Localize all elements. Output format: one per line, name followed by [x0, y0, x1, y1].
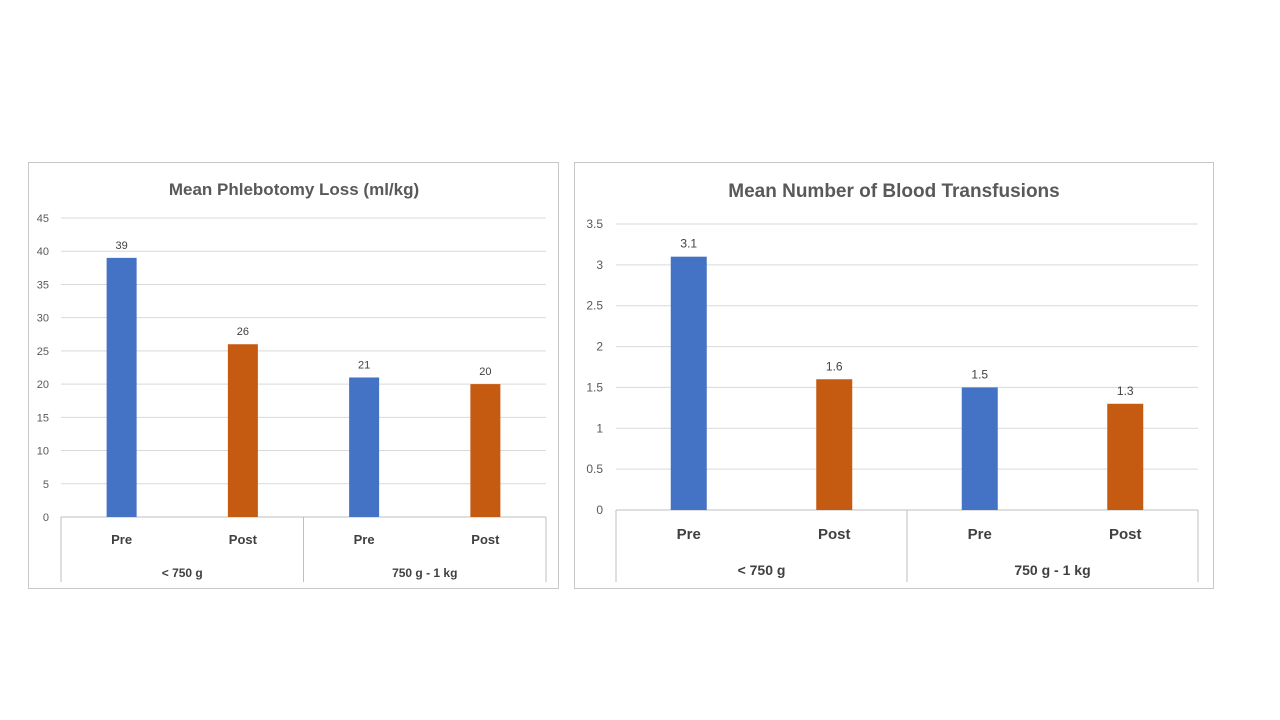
category-label: Pre [354, 532, 375, 547]
data-label: 1.5 [971, 367, 988, 381]
group-label: 750 g - 1 kg [1014, 562, 1090, 578]
group-label: < 750 g [738, 562, 786, 578]
category-label: Post [471, 532, 500, 547]
y-tick-label: 0 [43, 512, 49, 524]
data-label: 26 [237, 326, 249, 338]
data-label: 3.1 [680, 237, 697, 251]
y-tick-label: 1 [596, 421, 603, 435]
bar-post [470, 384, 501, 517]
y-tick-label: 0 [596, 503, 603, 517]
y-tick-label: 3.5 [586, 217, 603, 231]
y-tick-label: 45 [37, 213, 49, 225]
y-tick-label: 20 [37, 379, 49, 391]
category-label: Post [229, 532, 258, 547]
bar-post [1107, 403, 1144, 510]
data-label: 1.3 [1117, 384, 1134, 398]
y-tick-label: 2 [596, 340, 603, 354]
bar-pre [106, 257, 137, 517]
y-tick-label: 2.5 [586, 299, 603, 313]
bar-pre [961, 387, 998, 510]
bar-pre [349, 377, 380, 517]
category-label: Post [818, 526, 851, 543]
category-label: Post [1109, 526, 1142, 543]
y-tick-label: 25 [37, 346, 49, 358]
chart-title: Mean Number of Blood Transfusions [728, 181, 1059, 202]
data-label: 1.6 [826, 359, 843, 373]
category-label: Pre [111, 532, 132, 547]
y-tick-label: 1.5 [586, 380, 603, 394]
y-tick-label: 3 [596, 258, 603, 272]
y-tick-label: 10 [37, 446, 49, 458]
category-label: Pre [677, 526, 701, 543]
bar-pre [670, 256, 707, 510]
y-tick-label: 5 [43, 479, 49, 491]
data-label: 20 [479, 366, 491, 378]
phlebotomy-loss-chart-svg: Mean Phlebotomy Loss (ml/kg) 0 5 10 15 20 25 3… [37, 180, 547, 582]
blood-transfusions-chart: Mean Number of Blood Transfusions 0 0.5 1 1… [574, 162, 1214, 589]
group-label: 750 g - 1 kg [392, 566, 457, 580]
group-label: < 750 g [162, 566, 203, 580]
blood-transfusions-chart-svg: Mean Number of Blood Transfusions 0 0.5 1 1… [586, 181, 1199, 582]
bar-post [227, 344, 258, 517]
y-tick-label: 30 [37, 313, 49, 325]
y-tick-label: 35 [37, 279, 49, 291]
data-label: 39 [116, 240, 128, 252]
data-label: 21 [358, 359, 370, 371]
bar-post [816, 379, 853, 510]
chart-title: Mean Phlebotomy Loss (ml/kg) [169, 180, 419, 199]
category-label: Pre [968, 526, 992, 543]
y-tick-label: 40 [37, 246, 49, 258]
y-tick-label: 0.5 [586, 462, 603, 476]
y-tick-label: 15 [37, 412, 49, 424]
phlebotomy-loss-chart: Mean Phlebotomy Loss (ml/kg) 0 5 10 15 20 25 3… [28, 162, 559, 589]
